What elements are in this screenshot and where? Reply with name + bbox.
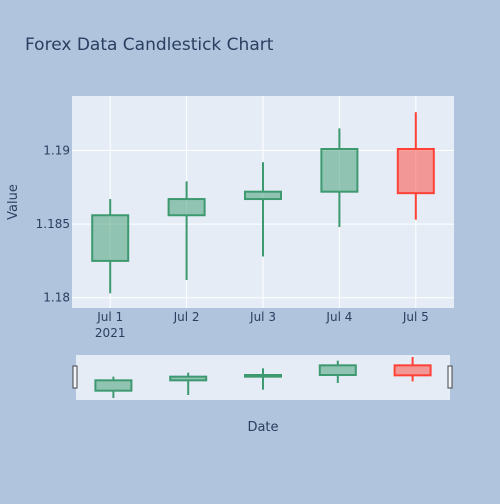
x-tick-label: Jul 3: [249, 310, 276, 324]
candle-body: [245, 192, 281, 199]
y-tick-label: 1.19: [43, 143, 70, 157]
chart-title: Forex Data Candlestick Chart: [25, 35, 274, 55]
y-tick-label: 1.18: [43, 291, 70, 305]
x-tick-label: Jul 2: [173, 310, 200, 324]
candle-body: [92, 215, 128, 261]
y-axis-ticks: 1.18 1.185 1.19: [36, 143, 70, 304]
slider-candle-body: [95, 380, 131, 390]
slider-candle-body: [245, 375, 281, 377]
x-axis-label: Date: [247, 420, 278, 435]
y-tick-label: 1.185: [36, 217, 70, 231]
x-tick-label: Jul 4: [325, 310, 352, 324]
x-tick-label: Jul 1: [96, 310, 123, 324]
candle-body: [169, 199, 205, 215]
slider-candle-body: [170, 377, 206, 381]
x-tick-year-label: 2021: [95, 326, 126, 340]
x-tick-label: Jul 5: [402, 310, 429, 324]
range-slider-left-handle[interactable]: [73, 366, 77, 388]
x-axis-ticks: Jul 1 Jul 2 Jul 3 Jul 4 Jul 5 2021: [95, 310, 429, 340]
y-axis-label: Value: [6, 184, 21, 220]
candle-body: [321, 149, 357, 192]
slider-candle-body: [320, 365, 356, 375]
range-slider-right-handle[interactable]: [448, 366, 452, 388]
slider-candle-body: [395, 365, 431, 375]
candle-body: [398, 149, 434, 193]
